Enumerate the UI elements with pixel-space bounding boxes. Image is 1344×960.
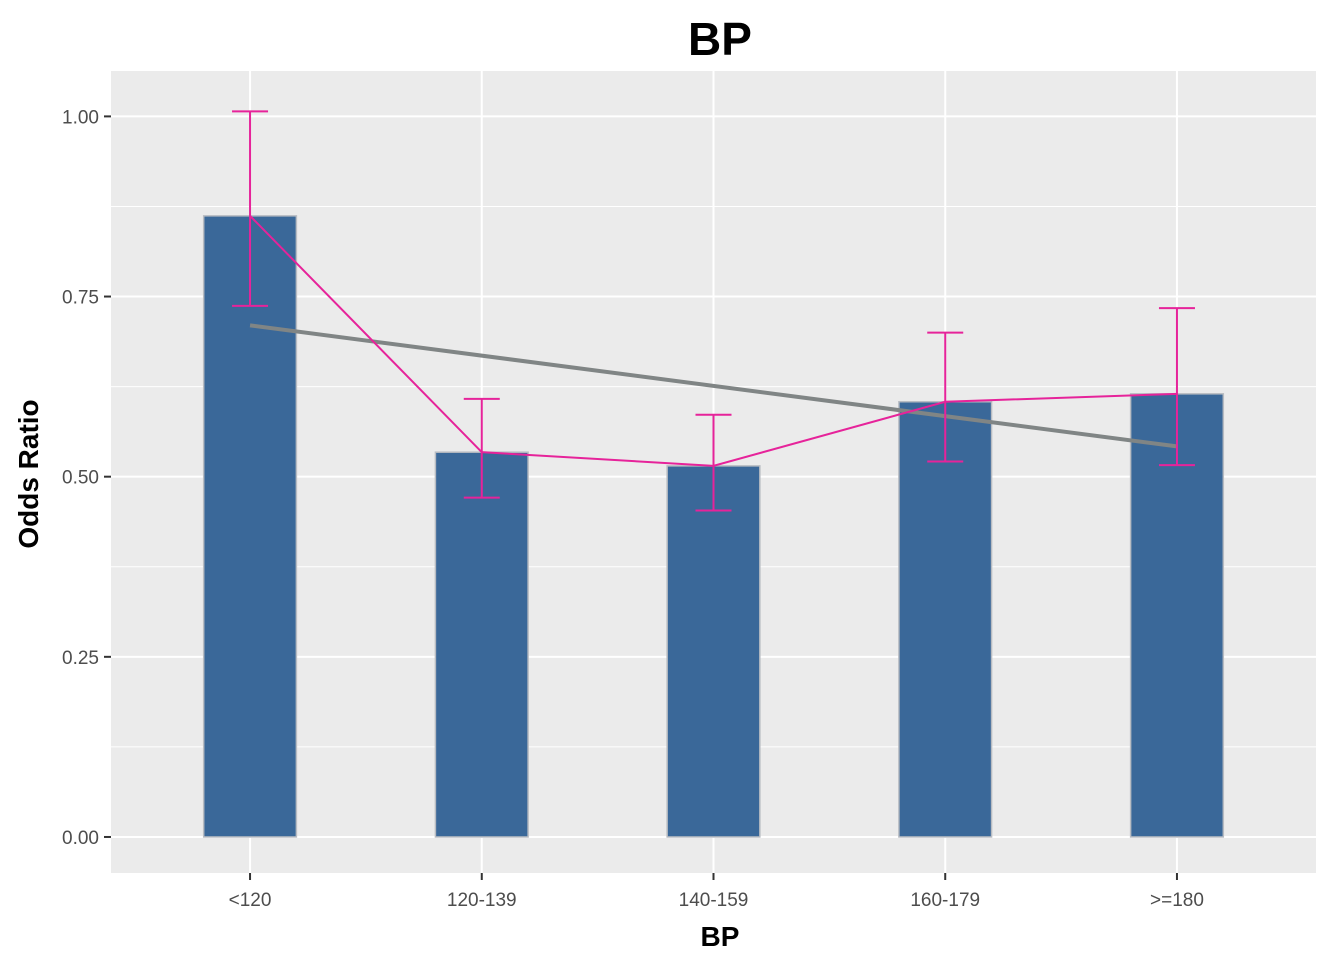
x-tick-label: 140-159 <box>679 890 749 911</box>
trend-line-group <box>249 323 1178 449</box>
y-axis: 0.00 0.25 0.50 0.75 1.00 <box>62 107 111 849</box>
y-tick-label: 1.00 <box>62 107 99 128</box>
trend-line <box>249 323 1178 449</box>
y-tick-label: 0.75 <box>62 288 99 309</box>
y-axis-title: Odds Ratio <box>13 399 44 548</box>
bar-2 <box>666 465 761 838</box>
x-tick-label: 120-139 <box>447 890 517 911</box>
x-tick-label: <120 <box>229 890 272 911</box>
bar-4 <box>1129 393 1225 838</box>
bars <box>202 215 1225 838</box>
x-tick-label: >=180 <box>1150 890 1204 911</box>
error-bars <box>232 110 1195 512</box>
x-tick-label: 160-179 <box>910 890 980 911</box>
x-axis: <120 120-139 140-159 160-179 >=180 <box>229 873 1204 911</box>
bar-1 <box>434 451 529 838</box>
y-tick-label: 0.25 <box>62 648 99 669</box>
y-tick-label: 0.00 <box>62 828 99 849</box>
x-axis-title: BP <box>701 921 740 952</box>
y-tick-label: 0.50 <box>62 468 99 489</box>
chart-title: BP <box>688 13 752 65</box>
bar-0 <box>202 215 298 838</box>
bar-3 <box>898 400 993 838</box>
